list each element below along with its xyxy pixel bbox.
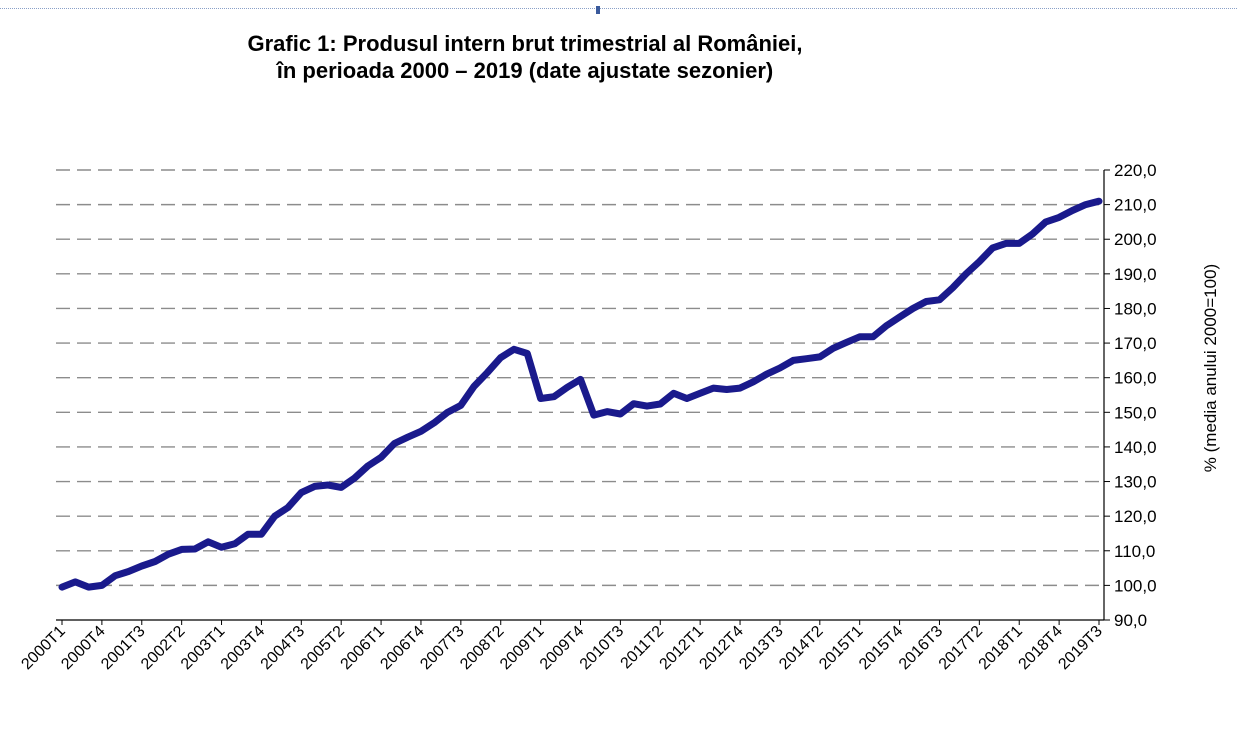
x-tick-label: 2012T4 bbox=[696, 623, 746, 673]
y-tick-label: 180,0 bbox=[1114, 299, 1157, 318]
x-tick-labels: 2000T12000T42001T32002T22003T12003T42004… bbox=[18, 620, 1106, 673]
chart-title-line2: în perioada 2000 – 2019 (date ajustate s… bbox=[276, 58, 774, 83]
x-tick-label: 2006T1 bbox=[338, 623, 388, 673]
x-tick-label: 2012T1 bbox=[657, 623, 707, 673]
y-tick-label: 200,0 bbox=[1114, 230, 1157, 249]
x-tick-label: 2008T2 bbox=[457, 623, 507, 673]
x-tick-label: 2010T3 bbox=[577, 623, 627, 673]
y-tick-labels: 90,0 100,0 110,0 120,0 130,0 140,0 150,0 160,0 1… bbox=[1114, 161, 1157, 630]
y-tick-label: 190,0 bbox=[1114, 265, 1157, 284]
x-tick-label: 2001T3 bbox=[98, 623, 148, 673]
y-tick-label: 110,0 bbox=[1114, 542, 1155, 561]
gridlines bbox=[56, 169, 1110, 621]
data-points bbox=[61, 201, 1100, 588]
y-tick-label: 130,0 bbox=[1114, 473, 1157, 492]
x-tick-label: 2013T3 bbox=[736, 623, 786, 673]
x-tick-label: 2000T1 bbox=[18, 623, 68, 673]
y-tick-label: 170,0 bbox=[1114, 334, 1157, 353]
y-tick-label: 120,0 bbox=[1114, 507, 1157, 526]
x-tick-label: 2015T4 bbox=[856, 623, 906, 673]
x-tick-label: 2016T3 bbox=[896, 623, 946, 673]
gdp-series-line bbox=[58, 197, 1103, 591]
x-tick-label: 2009T4 bbox=[537, 623, 587, 673]
x-tick-label: 2007T3 bbox=[417, 623, 467, 673]
top-border-marker bbox=[596, 6, 600, 14]
x-tick-label: 2018T4 bbox=[1016, 623, 1066, 673]
y-tick-label: 210,0 bbox=[1114, 196, 1157, 215]
x-tick-label: 2017T2 bbox=[936, 623, 986, 673]
y-axis-label: % (media anului 2000=100) bbox=[1201, 264, 1220, 472]
y-tick-label: 150,0 bbox=[1114, 403, 1157, 422]
top-border-line bbox=[0, 8, 1237, 9]
x-tick-label: 2004T3 bbox=[258, 623, 308, 673]
y-tick-label: 220,0 bbox=[1114, 161, 1157, 180]
y-tick-label: 140,0 bbox=[1114, 438, 1157, 457]
x-tick-label: 2003T4 bbox=[218, 623, 268, 673]
x-tick-label: 2003T1 bbox=[178, 623, 228, 673]
y-tick-label: 160,0 bbox=[1114, 369, 1157, 388]
x-tick-label: 2005T2 bbox=[298, 623, 348, 673]
x-tick-label: 2018T1 bbox=[976, 623, 1026, 673]
y-tick-label: 100,0 bbox=[1114, 576, 1157, 595]
chart-title-line1: Grafic 1: Produsul intern brut trimestri… bbox=[247, 31, 803, 56]
x-tick-label: 2002T2 bbox=[138, 623, 188, 673]
x-tick-label: 2014T2 bbox=[776, 623, 826, 673]
x-tick-label: 2006T4 bbox=[377, 623, 427, 673]
x-tick-label: 2019T3 bbox=[1055, 623, 1105, 673]
x-tick-label: 2000T4 bbox=[58, 623, 108, 673]
y-tick-label: 90,0 bbox=[1114, 611, 1147, 630]
y-axis bbox=[56, 170, 1105, 621]
x-tick-label: 2015T1 bbox=[816, 623, 866, 673]
x-tick-label: 2009T1 bbox=[497, 623, 547, 673]
